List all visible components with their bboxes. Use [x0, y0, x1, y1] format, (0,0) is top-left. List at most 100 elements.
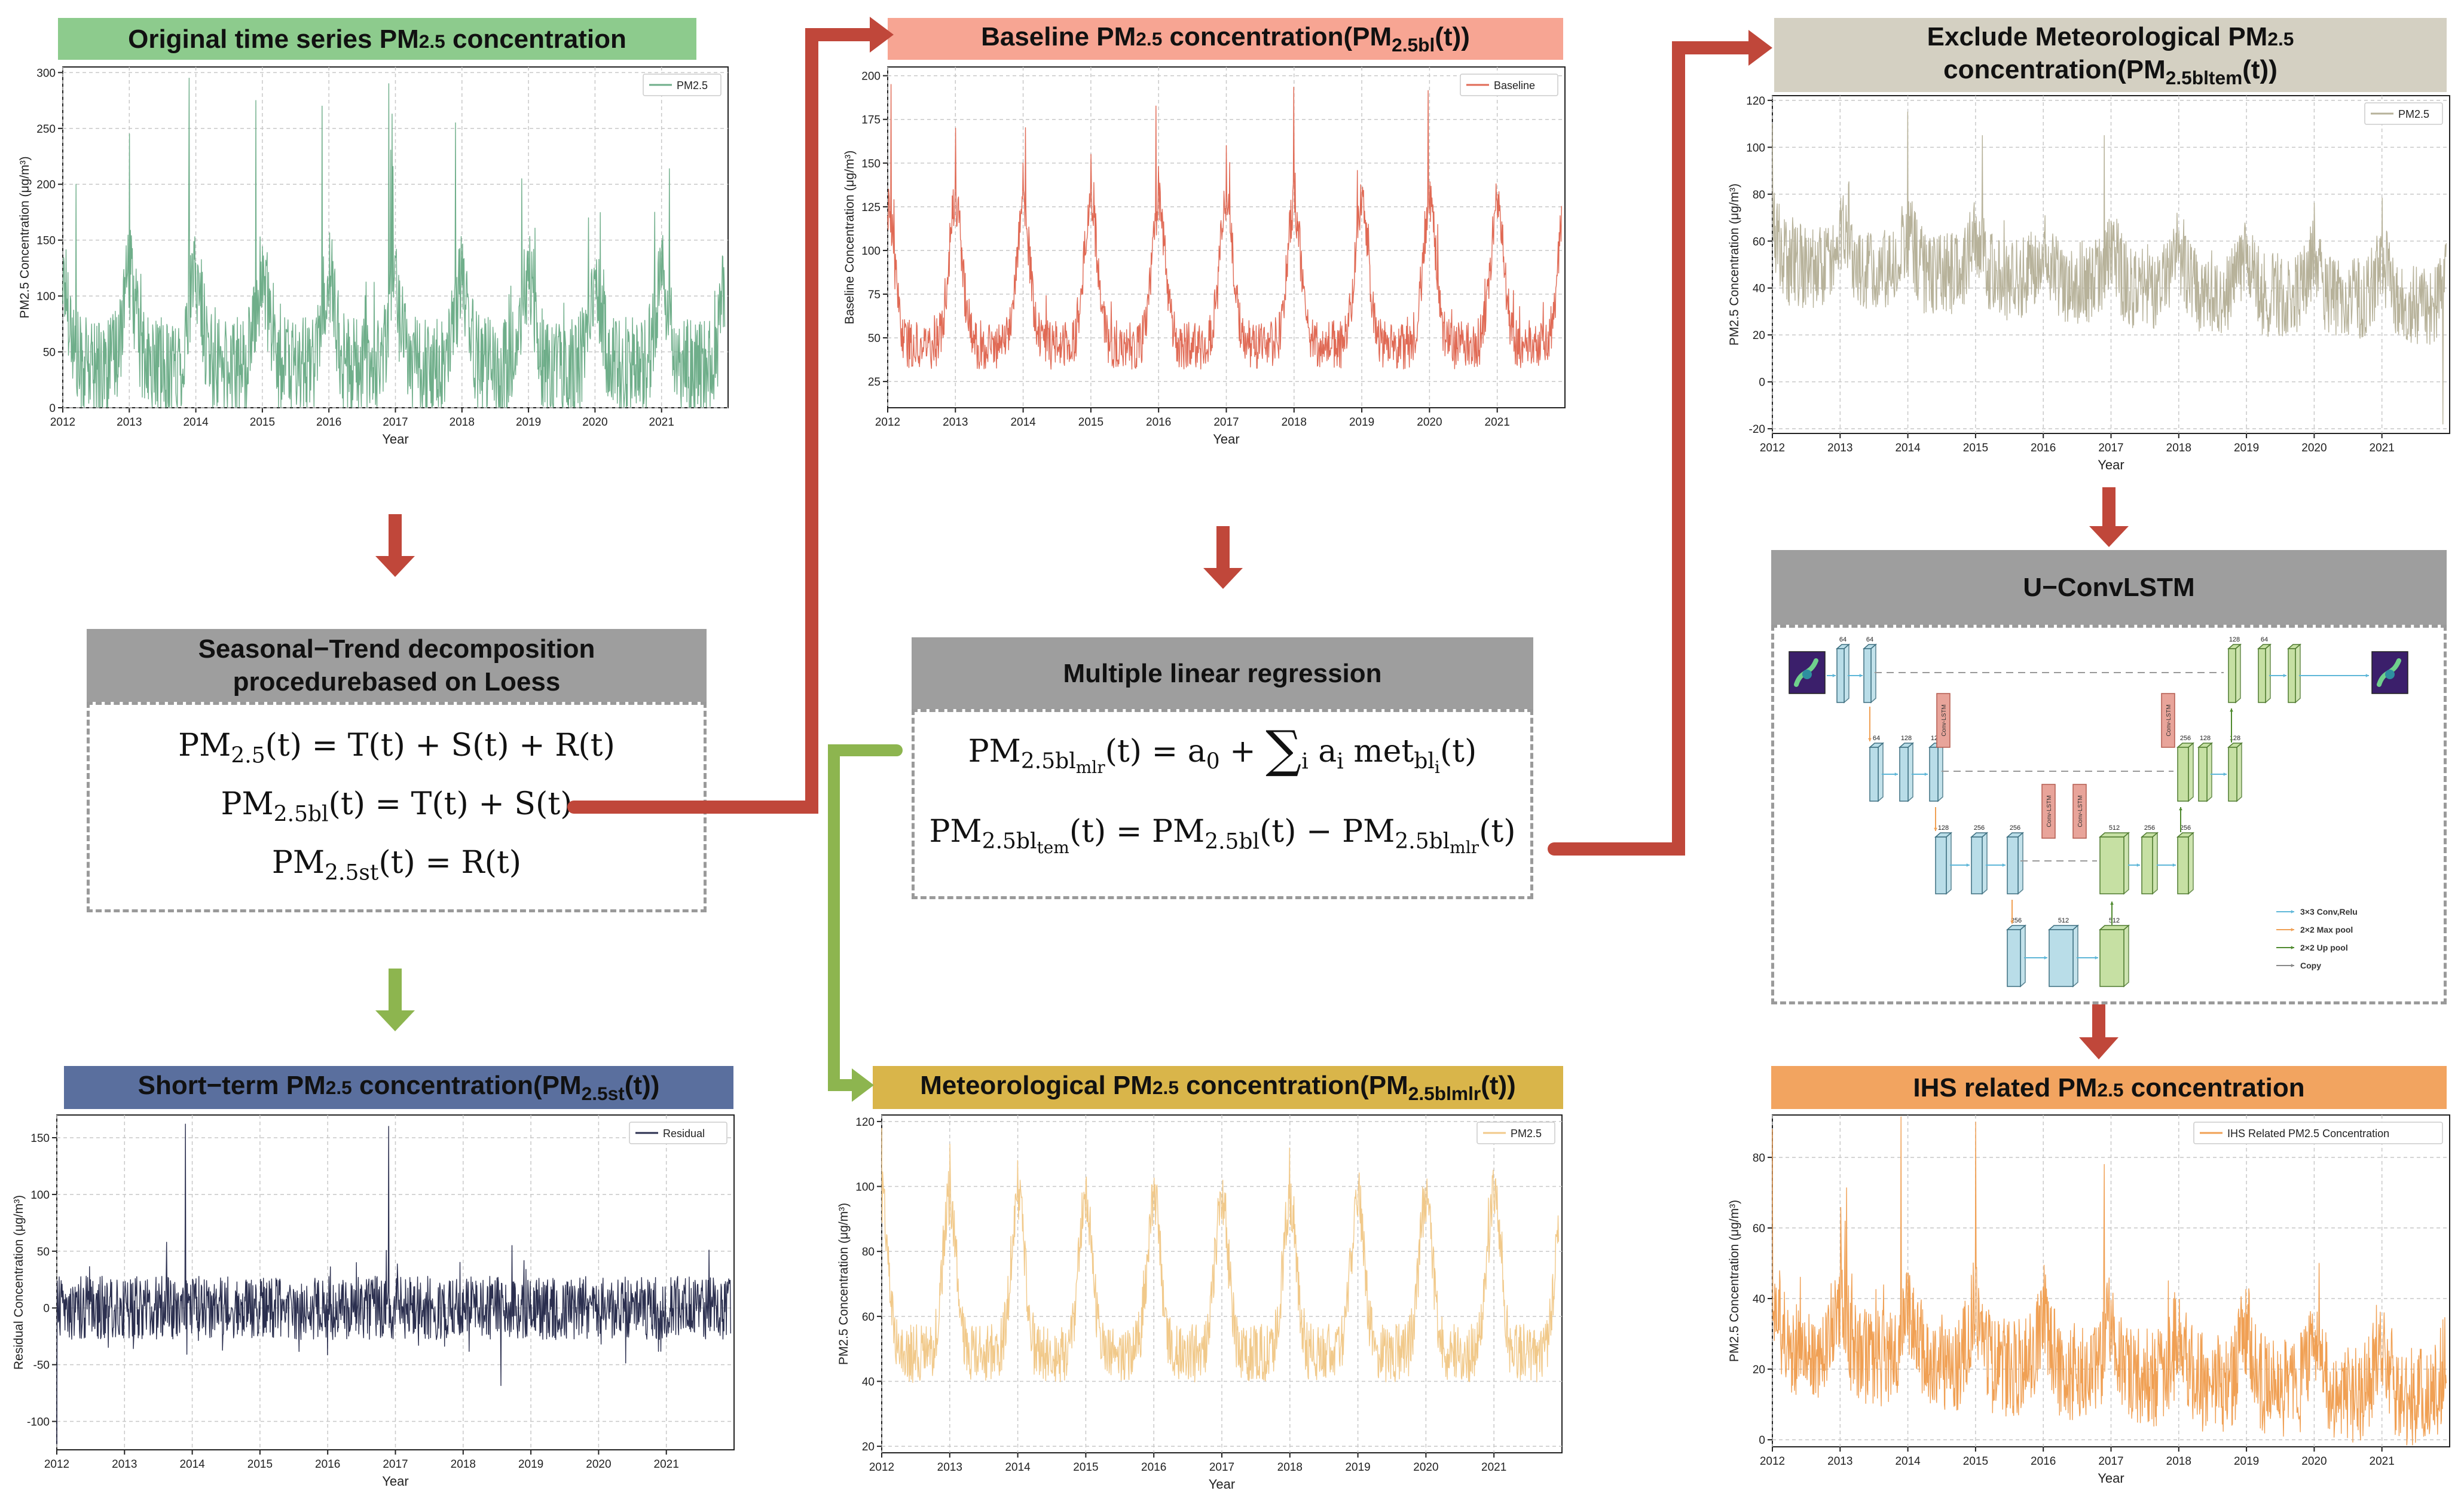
conv-arrow-head: [2002, 863, 2006, 867]
x-tick-label: 2020: [1413, 1461, 1438, 1474]
uppool-arrow-head: [2230, 708, 2233, 712]
x-tick-label: 2020: [586, 1458, 611, 1471]
legend-box: [1476, 1122, 1555, 1144]
y-tick-label: -50: [33, 1360, 50, 1372]
legend-arrow-head: [2291, 964, 2294, 967]
unet-channel-label: 256: [2180, 735, 2191, 742]
y-tick-label: 175: [861, 114, 881, 127]
y-tick-label: 150: [861, 158, 881, 170]
equation-mlr-2: PM2.5bltem(t) = PM2.5bl(t) − PM2.5blmlr(…: [929, 814, 1516, 858]
conv-arrow-head: [1924, 772, 1928, 776]
y-tick-label: 120: [1746, 95, 1765, 108]
x-tick-label: 2021: [654, 1458, 679, 1471]
x-axis-label: Year: [1209, 1477, 1235, 1492]
y-tick-label: -20: [1749, 423, 1765, 436]
unet-channel-label: 128: [2230, 735, 2240, 742]
x-tick-label: 2012: [44, 1458, 69, 1471]
legend-arrow-head: [2291, 946, 2294, 949]
conv-block: [1869, 742, 1884, 802]
arrow-mlr-to-exclude: [1548, 30, 1772, 856]
x-tick-label: 2013: [1827, 1455, 1852, 1468]
unet-channel-label: 128: [1901, 735, 1912, 742]
unet-legend-label: 2×2 Up pool: [2300, 943, 2348, 952]
y-tick-label: 100: [36, 291, 56, 303]
conv-block: [2141, 832, 2159, 895]
series-line-met: [881, 1128, 1559, 1383]
legend-label: IHS Related PM2.5 Concentration: [2227, 1128, 2389, 1140]
legend-label: Baseline: [1494, 80, 1535, 91]
lstm-label: Conv-LSTM: [2046, 795, 2053, 827]
y-tick-label: 20: [1753, 1364, 1765, 1376]
legend-box: [629, 1122, 727, 1144]
y-tick-label: 60: [862, 1311, 875, 1324]
arrow-unet-to-ihs: [2079, 1004, 2118, 1059]
y-tick-label: 100: [1746, 142, 1765, 154]
unet-channel-label: 64: [1839, 636, 1847, 643]
header-baseline: Baseline PM2.5 concentration(PM2.5bl(t)): [888, 18, 1563, 60]
header-mlr: Multiple linear regression: [912, 637, 1533, 709]
unet-channel-label: 512: [2109, 824, 2120, 832]
chart-residual: 2012 2013 2014 2015 2016 2017 2018 2019 2020 2021…: [6, 1109, 741, 1498]
conv-block: [1836, 643, 1850, 704]
unet-channel-label: 256: [1974, 824, 1985, 832]
uppool-arrow-head: [2179, 807, 2182, 811]
header-short: Short−term PM2.5 concentration(PM2.5st(t…: [64, 1066, 733, 1109]
x-tick-label: 2019: [2234, 1455, 2259, 1468]
x-tick-label: 2015: [1078, 416, 1103, 429]
unet-channel-label: 128: [1938, 824, 1949, 832]
x-tick-label: 2020: [2301, 442, 2327, 454]
y-tick-label: 60: [1753, 1223, 1765, 1235]
conv-block: [2099, 832, 2130, 895]
x-tick-label: 2017: [2098, 442, 2123, 454]
unet-channel-label: 256: [2010, 824, 2020, 832]
x-tick-label: 2013: [1827, 442, 1852, 454]
x-tick-label: 2019: [516, 416, 541, 429]
equation-stl-3: PM2.5st(t) = R(t): [271, 845, 522, 885]
x-tick-label: 2015: [250, 416, 275, 429]
x-tick-label: 2015: [1073, 1461, 1098, 1474]
uppool-arrow-head: [2110, 902, 2114, 905]
arrow-original-to-stl: [375, 514, 415, 577]
lstm-label: Conv-LSTM: [2166, 704, 2172, 736]
y-tick-label: 40: [862, 1376, 875, 1388]
conv-arrow-head: [2044, 956, 2047, 960]
x-tick-label: 2016: [1141, 1461, 1166, 1474]
legend-box: [1460, 74, 1558, 96]
y-axis-label: Residual Concentration (μg/m³): [12, 1195, 26, 1370]
legend-arrow-head: [2291, 910, 2294, 914]
x-tick-label: 2018: [2166, 1455, 2191, 1468]
x-tick-label: 2016: [316, 416, 341, 429]
conv-block: [2227, 742, 2243, 802]
legend-box: [2364, 102, 2443, 125]
x-tick-label: 2017: [1209, 1461, 1234, 1474]
x-tick-label: 2020: [2301, 1455, 2327, 1468]
pool-arrow-head: [1868, 738, 1872, 741]
series-line-ihs: [1772, 1116, 2447, 1446]
conv-block: [2197, 742, 2213, 802]
y-tick-label: 40: [1753, 283, 1765, 295]
chart-original: 2012 2013 2014 2015 2016 2017 2018 2019 2020 2021…: [12, 61, 735, 456]
legend-box: [643, 74, 722, 96]
y-tick-label: 250: [36, 123, 56, 136]
y-tick-label: 50: [37, 1246, 50, 1258]
x-tick-label: 2012: [875, 416, 900, 429]
arrow-stl-to-short: [375, 969, 415, 1031]
conv-arrow-head: [2223, 772, 2227, 776]
legend-label: Residual: [663, 1128, 705, 1140]
x-axis-label: Year: [382, 1474, 408, 1489]
x-tick-label: 2019: [1345, 1461, 1370, 1474]
y-tick-label: 20: [862, 1441, 875, 1453]
y-tick-label: 50: [868, 332, 881, 345]
conv-block: [2287, 643, 2301, 704]
unet-channel-label: 256: [2011, 917, 2022, 924]
header-ihs: IHS related PM2.5 concentration: [1771, 1066, 2447, 1109]
unet-channel-label: 128: [2200, 735, 2211, 742]
conv-block: [2257, 643, 2272, 704]
x-tick-label: 2012: [869, 1461, 894, 1474]
y-tick-label: 20: [1753, 329, 1765, 342]
chart-exclude: 2012 2013 2014 2015 2016 2017 2018 2019 2020 2021…: [1722, 90, 2457, 481]
legend-box: [2193, 1122, 2443, 1144]
y-tick-label: 80: [1753, 1152, 1765, 1165]
y-tick-label: 80: [862, 1246, 875, 1258]
y-axis-label: PM2.5 Concentration (μg/m³): [1728, 1200, 1741, 1362]
